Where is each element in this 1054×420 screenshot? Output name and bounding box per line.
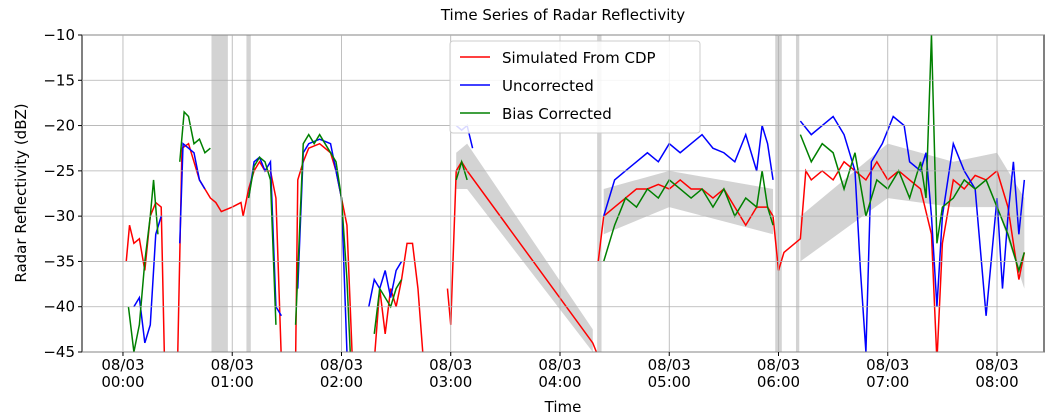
x-tick-label: 08/03 05:00 <box>647 356 691 391</box>
y-tick-label: −25 <box>43 162 75 180</box>
x-axis-label: Time <box>544 398 582 416</box>
x-tick-label: 08/03 02:00 <box>319 356 364 391</box>
shaded-span <box>597 35 602 352</box>
y-tick-label: −15 <box>43 71 75 89</box>
shaded-band <box>800 143 1025 289</box>
x-tick-label: 08/03 06:00 <box>756 356 801 391</box>
y-tick-label: −40 <box>43 298 75 316</box>
chart-title: Time Series of Radar Reflectivity <box>440 6 685 24</box>
x-tick-label: 08/03 00:00 <box>101 356 145 391</box>
y-tick-label: −10 <box>43 26 75 44</box>
shaded-span <box>795 35 800 352</box>
shaded-band <box>456 143 593 352</box>
y-axis-label: Radar Reflectivity (dBZ) <box>12 103 30 282</box>
x-tick-label: 08/03 07:00 <box>866 356 910 391</box>
y-tick-label: −35 <box>43 252 75 270</box>
legend-label: Uncorrected <box>502 77 594 95</box>
x-tick-label: 08/03 04:00 <box>538 356 582 391</box>
y-tick-label: −20 <box>43 117 75 135</box>
shaded-band <box>603 170 774 235</box>
y-tick-label: −45 <box>43 343 75 361</box>
y-tick-label: −30 <box>43 207 75 225</box>
plot-area <box>125 35 1026 352</box>
x-tick-label: 08/03 03:00 <box>429 356 473 391</box>
x-tick-label: 08/03 08:00 <box>975 356 1019 391</box>
legend-label: Bias Corrected <box>502 105 612 123</box>
legend-label: Simulated From CDP <box>502 49 656 67</box>
x-tick-label: 08/03 01:00 <box>210 356 254 391</box>
shaded-span <box>211 35 228 352</box>
legend-box <box>449 40 701 134</box>
